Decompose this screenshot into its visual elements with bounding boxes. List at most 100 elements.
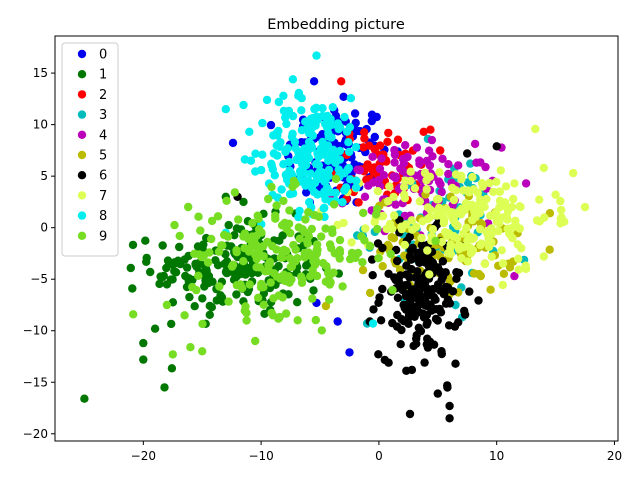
data-point bbox=[274, 261, 283, 271]
data-point bbox=[374, 298, 383, 307]
data-point bbox=[304, 248, 313, 257]
data-point bbox=[287, 132, 297, 141]
data-point bbox=[388, 285, 397, 295]
data-point bbox=[487, 229, 496, 238]
legend-label: 7 bbox=[99, 189, 107, 204]
data-point bbox=[386, 249, 395, 259]
data-point bbox=[496, 166, 505, 175]
data-point bbox=[230, 188, 240, 197]
data-point bbox=[327, 133, 336, 142]
y-tick-label: −15 bbox=[23, 375, 48, 389]
data-point bbox=[448, 287, 458, 296]
data-point bbox=[371, 210, 381, 219]
data-point bbox=[378, 211, 388, 221]
data-point bbox=[308, 294, 317, 303]
data-point bbox=[218, 241, 227, 250]
data-point bbox=[535, 195, 544, 204]
data-point bbox=[443, 381, 452, 390]
data-point bbox=[448, 183, 457, 193]
data-point bbox=[358, 258, 367, 267]
data-point bbox=[463, 236, 472, 246]
data-point bbox=[431, 236, 440, 246]
data-point bbox=[207, 234, 216, 244]
data-point bbox=[557, 205, 566, 215]
data-point bbox=[203, 258, 213, 267]
points-layer bbox=[80, 51, 590, 423]
data-point bbox=[232, 224, 242, 233]
data-point bbox=[168, 275, 177, 284]
data-point bbox=[293, 298, 302, 307]
data-point bbox=[397, 325, 406, 335]
data-point bbox=[540, 213, 549, 222]
data-point bbox=[407, 265, 416, 274]
y-tick-label: −20 bbox=[23, 427, 48, 441]
data-point bbox=[344, 163, 353, 173]
data-point bbox=[439, 218, 448, 228]
y-tick-label: −10 bbox=[23, 324, 48, 338]
data-point bbox=[244, 247, 254, 256]
data-point bbox=[139, 355, 148, 364]
data-point bbox=[251, 336, 260, 346]
data-point bbox=[399, 317, 409, 326]
data-point bbox=[361, 224, 370, 233]
data-point bbox=[368, 152, 377, 161]
data-point bbox=[437, 187, 446, 197]
data-point bbox=[129, 310, 138, 319]
data-point bbox=[323, 268, 333, 278]
data-point bbox=[389, 172, 398, 181]
data-point bbox=[335, 235, 345, 245]
data-point bbox=[454, 245, 464, 254]
data-point bbox=[468, 172, 477, 182]
data-point bbox=[369, 178, 378, 187]
data-point bbox=[263, 237, 272, 247]
legend-marker bbox=[77, 171, 87, 180]
data-point bbox=[279, 91, 288, 101]
data-point bbox=[423, 203, 433, 212]
data-point bbox=[207, 216, 217, 226]
y-axis: −20 −15 −10 −5 0 5 10 15 bbox=[23, 66, 55, 441]
data-point bbox=[437, 237, 446, 247]
data-point bbox=[215, 282, 224, 291]
data-point bbox=[515, 202, 524, 211]
data-point bbox=[162, 300, 172, 310]
data-point bbox=[499, 269, 509, 278]
data-point bbox=[374, 254, 383, 263]
data-point bbox=[422, 320, 431, 329]
data-point bbox=[495, 187, 504, 196]
data-point bbox=[211, 256, 220, 265]
data-point bbox=[424, 254, 434, 264]
data-point bbox=[418, 309, 427, 318]
data-point bbox=[446, 243, 455, 253]
data-point bbox=[254, 225, 264, 234]
data-point bbox=[382, 224, 391, 234]
data-point bbox=[470, 139, 480, 149]
data-point bbox=[407, 216, 416, 225]
data-point bbox=[435, 286, 445, 295]
y-tick-label: 10 bbox=[33, 118, 48, 132]
data-point bbox=[389, 211, 399, 220]
data-point bbox=[279, 160, 288, 169]
data-point bbox=[240, 155, 250, 164]
data-point bbox=[445, 299, 455, 308]
legend-marker bbox=[77, 211, 87, 220]
data-point bbox=[231, 272, 240, 282]
data-point bbox=[390, 158, 399, 167]
x-tick-label: 10 bbox=[489, 449, 504, 463]
data-point bbox=[297, 274, 307, 284]
data-point bbox=[260, 309, 269, 318]
data-point bbox=[408, 225, 417, 234]
data-point bbox=[319, 170, 328, 179]
legend-label: 2 bbox=[99, 88, 107, 103]
data-point bbox=[417, 233, 426, 243]
data-point bbox=[190, 302, 199, 311]
data-point bbox=[180, 255, 189, 264]
data-point bbox=[331, 174, 341, 184]
data-point bbox=[264, 260, 273, 270]
data-point bbox=[307, 143, 317, 152]
data-point bbox=[281, 113, 290, 122]
data-point bbox=[469, 233, 479, 242]
legend-label: 6 bbox=[99, 169, 107, 184]
data-point bbox=[254, 214, 263, 223]
data-point bbox=[266, 278, 275, 287]
data-point bbox=[222, 196, 231, 205]
